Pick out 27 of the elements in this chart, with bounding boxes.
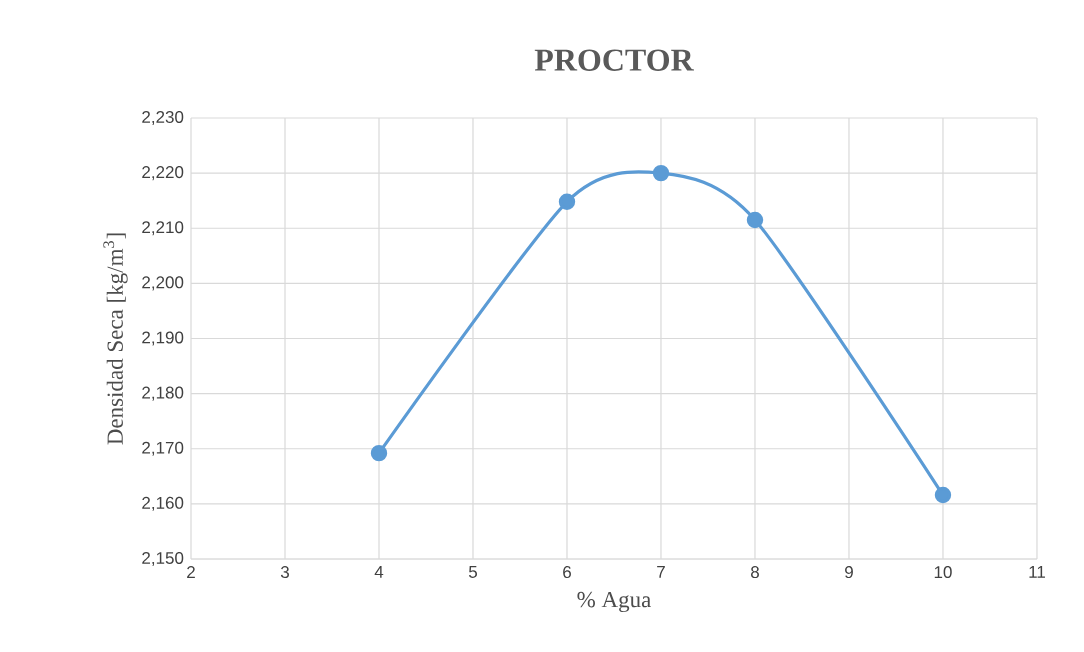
- y-tick-label: 2,220: [142, 166, 184, 181]
- y-tick-label: 2,170: [142, 441, 184, 456]
- y-tick-label: 2,200: [142, 276, 184, 291]
- chart-title: PROCTOR: [534, 49, 694, 71]
- point: [934, 486, 952, 504]
- x-axis-title: % Agua: [577, 591, 651, 613]
- x-tick-label: 6: [563, 566, 571, 579]
- x-tick-label: 7: [657, 566, 665, 578]
- point: [558, 193, 576, 210]
- y-tick-label: 2,190: [142, 331, 184, 346]
- x-tick-label: 4: [374, 566, 384, 578]
- point: [746, 211, 764, 229]
- x-tick-label: 11: [1029, 566, 1045, 578]
- y-tick-label: 2,150: [142, 551, 184, 566]
- x-tick-label: 2: [187, 566, 195, 578]
- y-tick-label: 2,230: [142, 110, 184, 126]
- y-axis-title: Densidad Seca [kg/m$^{3}$]: [103, 233, 128, 445]
- x-tick-label: 8: [751, 566, 759, 579]
- x-tick-label: 3: [280, 566, 289, 579]
- x-tick-label: 9: [845, 566, 853, 579]
- y-tick-label: 2,160: [142, 496, 184, 511]
- point: [370, 444, 388, 462]
- y-tick-label: 2,210: [142, 221, 184, 236]
- y-tick-label: 2,180: [142, 386, 184, 401]
- x-tick-label: 10: [934, 566, 952, 579]
- x-tick-label: 5: [468, 566, 478, 578]
- point: [652, 164, 670, 182]
